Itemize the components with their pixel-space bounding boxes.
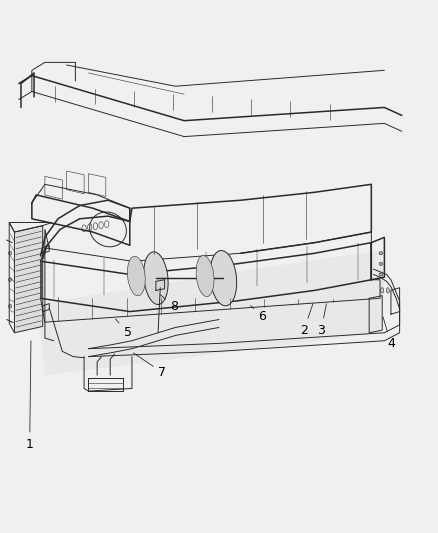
Ellipse shape — [9, 252, 12, 255]
Text: 4: 4 — [383, 317, 395, 350]
Text: 7: 7 — [134, 353, 166, 379]
Text: 1: 1 — [26, 341, 34, 450]
Ellipse shape — [9, 278, 12, 281]
Ellipse shape — [9, 304, 12, 308]
Polygon shape — [41, 251, 385, 375]
Ellipse shape — [127, 256, 145, 296]
Polygon shape — [14, 225, 43, 333]
Text: 8: 8 — [160, 295, 179, 313]
Text: 6: 6 — [251, 305, 266, 324]
Text: 2: 2 — [300, 304, 313, 337]
Ellipse shape — [379, 273, 383, 276]
Ellipse shape — [381, 288, 384, 293]
Text: 5: 5 — [116, 319, 131, 340]
Ellipse shape — [144, 252, 168, 304]
Ellipse shape — [196, 255, 214, 296]
Ellipse shape — [210, 251, 237, 306]
Ellipse shape — [379, 262, 383, 265]
Ellipse shape — [386, 288, 389, 293]
Ellipse shape — [379, 252, 383, 255]
Text: 3: 3 — [318, 304, 326, 337]
